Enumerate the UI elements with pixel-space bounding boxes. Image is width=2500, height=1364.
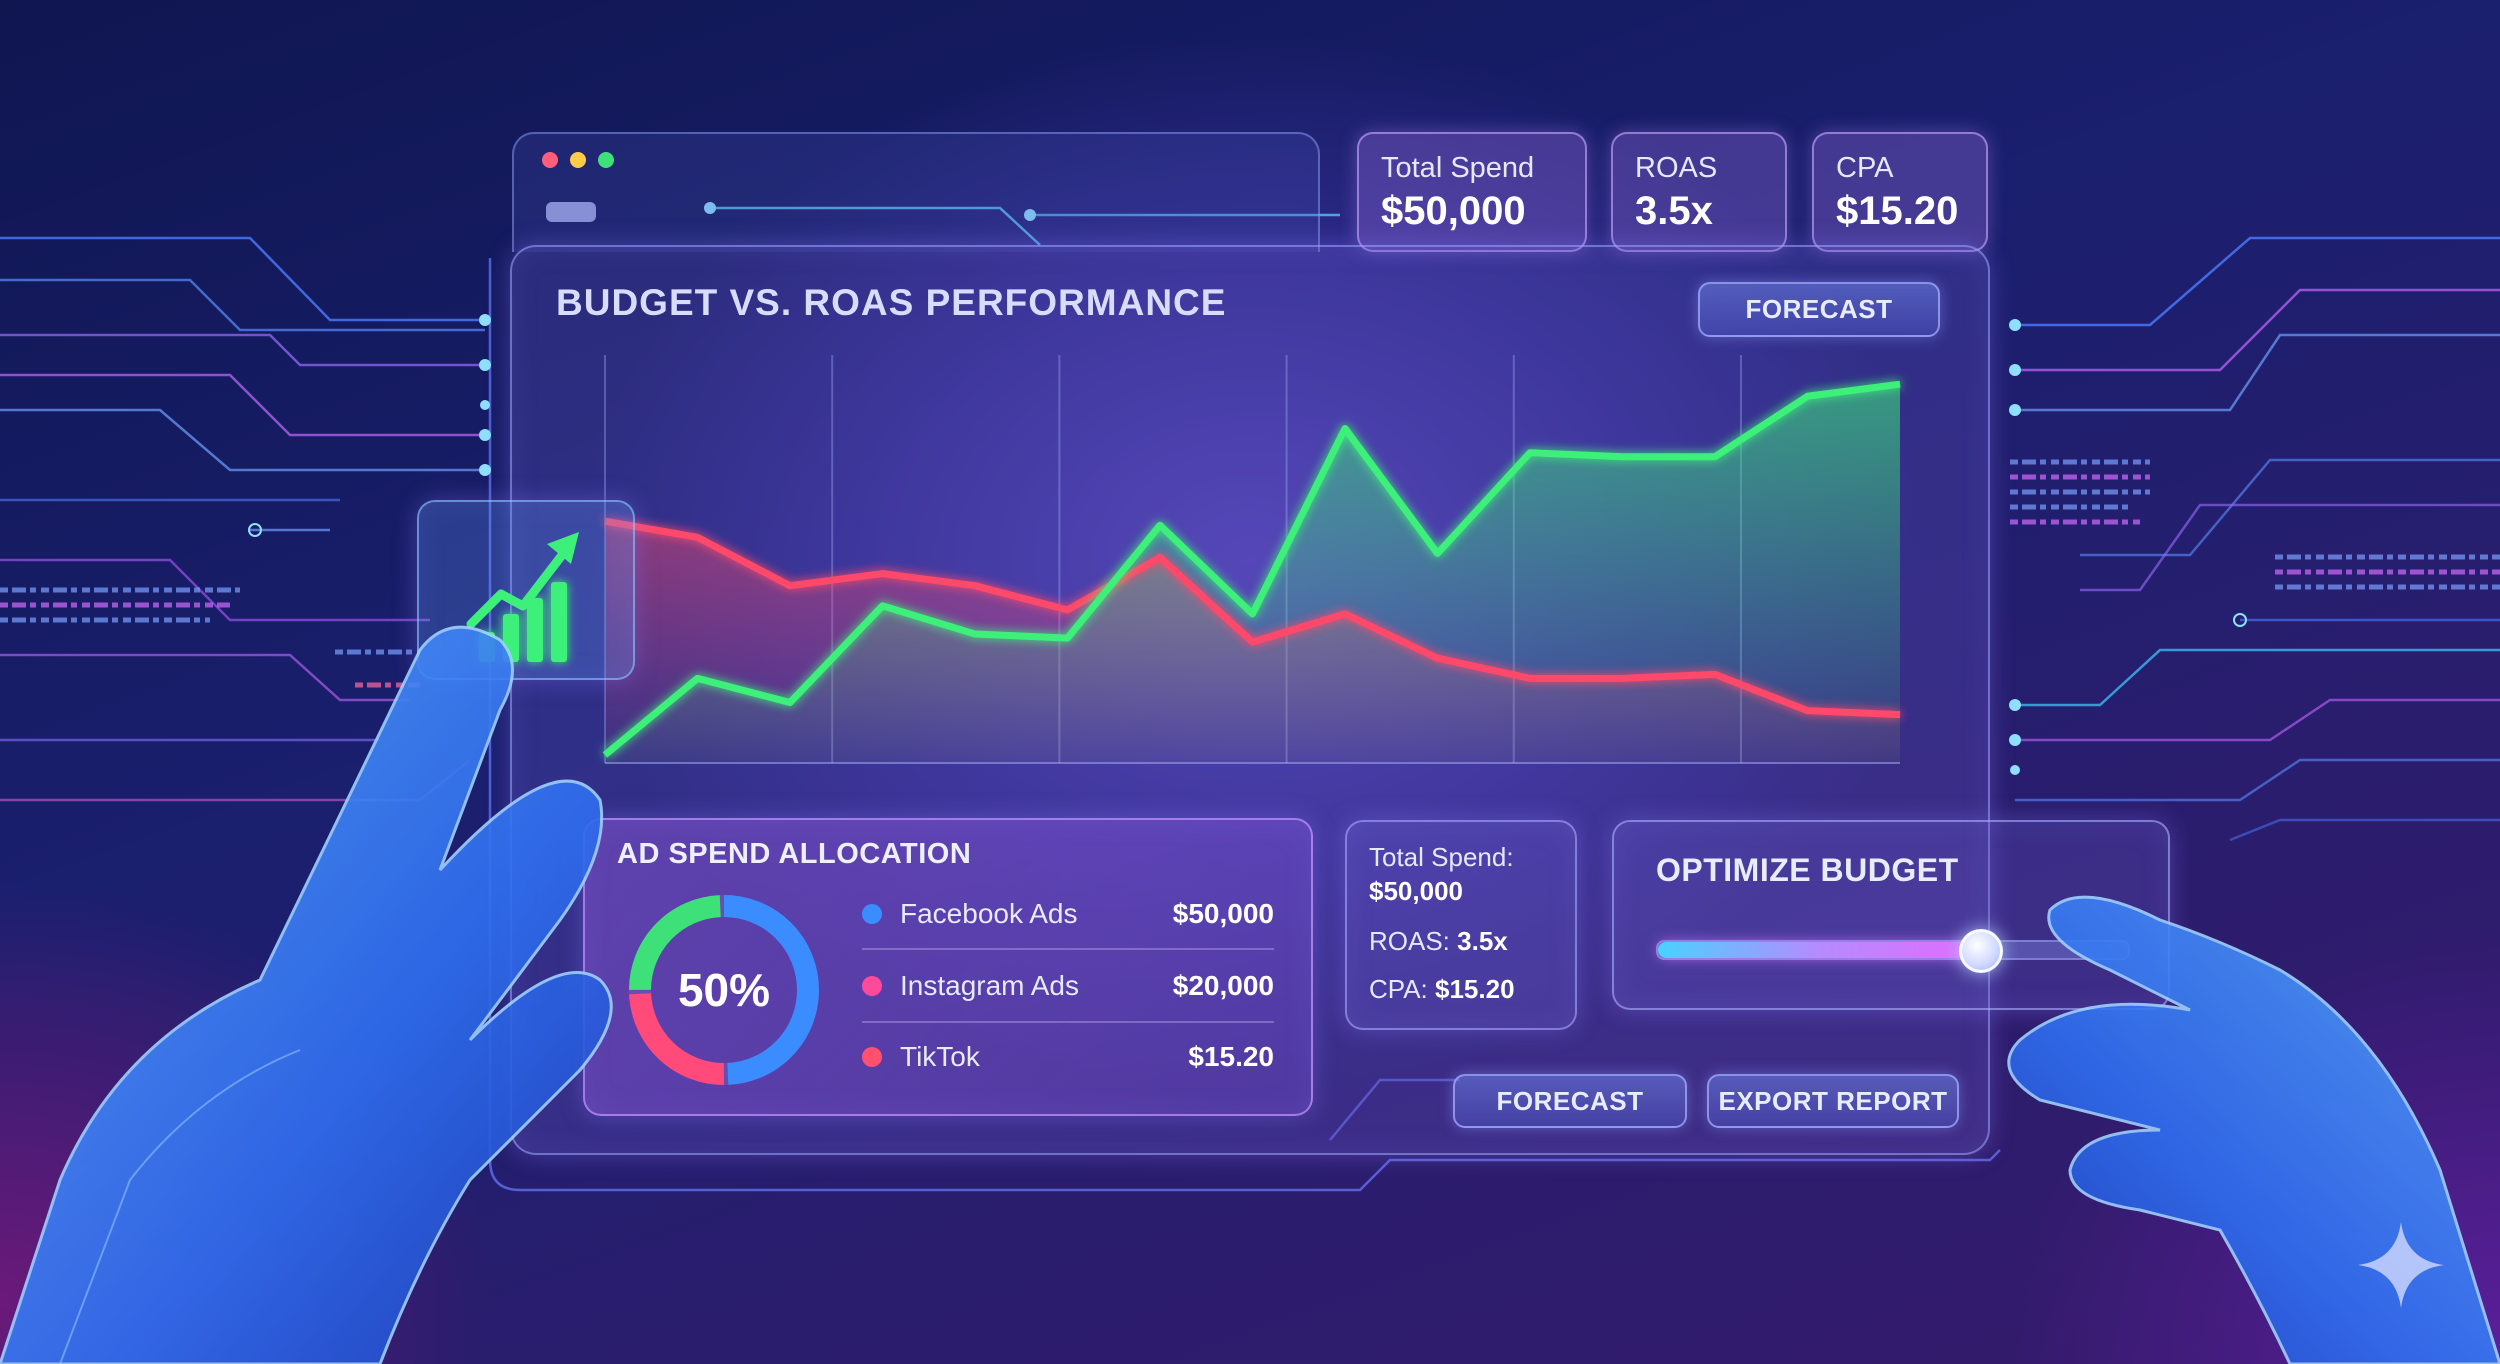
summary-card: Total Spend: $50,000 ROAS: 3.5x CPA: $15… [1345,820,1577,1030]
kpi-label: ROAS [1635,152,1718,184]
allocation-amount: $15.20 [1188,1041,1274,1072]
allocation-amount: $20,000 [1172,970,1274,1001]
donut-segment [629,895,819,1085]
summary-roas-value: 3.5x [1457,926,1508,956]
close-dot-icon[interactable] [542,152,558,168]
allocation-name: Instagram Ads [900,970,1079,1001]
donut-center-label: 50% [677,964,771,1016]
allocation-amount: $50,000 [1172,898,1274,929]
allocation-name: TikTok [900,1041,980,1072]
summary-spend-value: $50,000 [1369,876,1463,906]
legend-swatch [862,1047,882,1067]
summary-roas-label: ROAS: [1369,926,1450,956]
address-bar-pill [546,202,596,222]
allocation-name: Facebook Ads [900,898,1078,929]
export-report-button[interactable]: EXPORT REPORT [1707,1074,1959,1128]
summary-roas-line: ROAS: 3.5x [1369,926,1508,957]
budget-series-line [604,517,1901,719]
legend-swatch [862,976,882,996]
budget-slider-handle[interactable] [1958,929,2003,973]
window-title-bar [512,132,1320,252]
optimize-budget-title: OPTIMIZE BUDGET [1656,852,1959,888]
divider [862,1021,1274,1023]
kpi-label: CPA [1836,152,1894,184]
chart-forecast-button[interactable]: FORECAST [1698,282,1940,337]
budget-slider[interactable] [1656,929,2130,973]
kpi-card-cpa: CPA $15.20 [1812,132,1988,252]
summary-cpa-label: CPA: [1369,974,1428,1004]
minimize-dot-icon[interactable] [570,152,586,168]
kpi-card-total-spend: Total Spend $50,000 [1357,132,1587,252]
allocation-row-tiktok[interactable]: TikTok $15.20 [862,1027,1274,1087]
roas-series-line [602,380,1901,758]
kpi-value: $15.20 [1836,189,1959,233]
maximize-dot-icon[interactable] [598,152,614,168]
kpi-value: $50,000 [1381,189,1526,233]
kpi-label: Total Spend [1381,152,1535,184]
roas-series-area [605,384,1900,763]
divider [862,948,1274,950]
allocation-title: AD SPEND ALLOCATION [617,838,972,870]
legend-swatch [862,904,882,924]
summary-cpa-value: $15.20 [1435,974,1515,1004]
forecast-button[interactable]: FORECAST [1453,1074,1687,1128]
allocation-donut-chart [629,895,819,1085]
chart-title: BUDGET VS. ROAS PERFORMANCE [556,282,1227,323]
allocation-row-instagram[interactable]: Instagram Ads $20,000 [862,956,1274,1016]
kpi-value: 3.5x [1635,189,1713,233]
summary-cpa-line: CPA: $15.20 [1369,974,1515,1005]
right-hand-illustration [2007,895,2500,1364]
kpi-card-roas: ROAS 3.5x [1611,132,1787,252]
left-hand-illustration [0,625,613,1364]
allocation-row-facebook[interactable]: Facebook Ads $50,000 [862,884,1274,944]
summary-spend-label: Total Spend: [1369,842,1514,872]
summary-spend-line: $50,000 [1369,876,1463,907]
budget-slider-fill [1658,942,1978,958]
sparkle-icon [2358,1222,2444,1308]
